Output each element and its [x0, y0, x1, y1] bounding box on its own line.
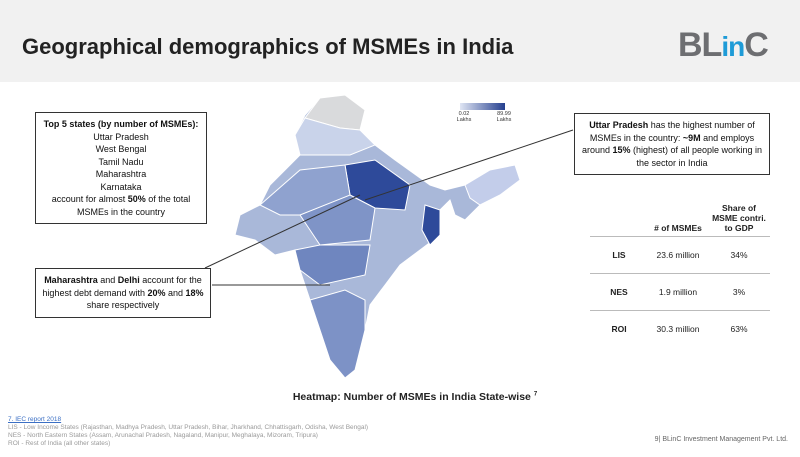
table-row: ROI 30.3 million 63%: [590, 310, 770, 348]
debt-box: Maharashtra and Delhi account for the hi…: [35, 268, 211, 318]
footnotes: 7. IEC report 2018 LIS - Low Income State…: [8, 416, 368, 448]
caption-ref: 7: [533, 391, 538, 398]
legend-unit: Lakhs: [456, 117, 472, 123]
text-run: (highest) of all people working in the s…: [630, 145, 763, 168]
table-header: Share of MSME contri. to GDP: [712, 203, 766, 233]
map-region: [421, 204, 441, 246]
bold-text: Delhi: [117, 275, 140, 285]
table-cell: 30.3 million: [656, 324, 700, 334]
footnote: ROI - Rest of India (all other states): [8, 440, 111, 447]
bold-text: 15%: [612, 145, 631, 155]
msme-table: # of MSMEs Share of MSME contri. to GDP L…: [590, 200, 770, 347]
up-box: Uttar Pradesh has the highest number of …: [574, 113, 770, 175]
title: Geographical demographics of MSMEs in In…: [22, 34, 514, 59]
legend-value: 0.02: [458, 111, 470, 117]
arrow-line: [204, 194, 361, 269]
table-cell: 63%: [730, 324, 748, 334]
table-cell: 23.6 million: [656, 250, 700, 260]
box-heading: Top 5 states (by number of MSMEs):: [43, 119, 199, 129]
table-row: LIS 23.6 million 34%: [590, 236, 770, 274]
table-cell: 34%: [730, 250, 748, 260]
row-label: LIS: [612, 250, 626, 260]
logo: BLinC: [678, 26, 769, 65]
state-name: Uttar Pradesh: [93, 131, 149, 142]
box-note: account for almost 50% of the total MSME…: [42, 193, 200, 218]
bold-text: Maharashtra: [44, 275, 98, 285]
row-label: ROI: [611, 324, 627, 334]
legend-max: 89.99 Lakhs: [492, 111, 516, 123]
table-row: NES 1.9 million 3%: [590, 273, 770, 311]
text-run: of the total MSMEs in the country: [76, 194, 191, 217]
state-name: Karnataka: [100, 181, 142, 192]
footnote: NES - North Eastern States (Assam, Aruna…: [8, 432, 318, 439]
map-region: [309, 289, 366, 379]
connector-lines: [204, 129, 574, 286]
map-region: [294, 117, 376, 156]
row-label: NES: [610, 287, 628, 297]
text-run: share respectively: [86, 300, 160, 310]
text-run: account for almost: [51, 194, 128, 204]
caption-text: Heatmap: Number of MSMEs in India State-…: [292, 391, 531, 403]
table-corner: [590, 200, 648, 237]
legend-min: 0.02 Lakhs: [452, 111, 476, 123]
bold-text: Uttar Pradesh: [589, 120, 649, 130]
text-run: and employs around: [581, 132, 755, 156]
map-region: [299, 194, 376, 246]
header-band: [0, 0, 800, 82]
text-run: and: [165, 287, 186, 298]
footnote: 7. IEC report 2018: [8, 416, 62, 423]
legend-unit: Lakhs: [496, 117, 512, 123]
table-cell: 3%: [732, 287, 746, 297]
text-run: account for the highest debt demand with: [42, 275, 202, 298]
footnote: LIS - Low Income States (Rajasthan, Madh…: [8, 424, 369, 431]
bold-text: 50%: [127, 194, 146, 204]
bold-text: ~9M: [682, 132, 701, 143]
arrow-line: [364, 129, 574, 201]
top-states-box: Top 5 states (by number of MSMEs): Uttar…: [35, 112, 207, 224]
logo-part: in: [721, 31, 745, 62]
table-body: LIS 23.6 million 34% NES 1.9 million 3% ROI 30.…: [590, 236, 770, 348]
map-region: [294, 244, 371, 286]
state-name: Tamil Nadu: [98, 156, 144, 167]
legend-value: 89.99: [497, 111, 511, 117]
text-run: has the highest number of MSMEs in the c…: [589, 120, 755, 143]
state-name: West Bengal: [95, 144, 147, 154]
table-header: # of MSMEs: [654, 223, 702, 233]
bold-text: 20%: [147, 287, 166, 298]
table-cell: 1.9 million: [658, 287, 698, 297]
map-region: [464, 164, 521, 206]
state-name: Maharashtra: [95, 169, 147, 179]
india-map: [234, 94, 521, 379]
legend-gradient: [460, 103, 505, 110]
bold-text: 18%: [185, 287, 204, 298]
logo-part: C: [744, 26, 769, 64]
page-footer: 9| BLinC Investment Management Pvt. Ltd.: [654, 436, 788, 443]
map-caption: Heatmap: Number of MSMEs in India State-…: [260, 391, 570, 403]
logo-part: BL: [678, 26, 722, 64]
state-list: Uttar Pradesh West Bengal Tamil Nadu Mahara…: [42, 131, 200, 194]
text-run: and: [97, 275, 118, 285]
